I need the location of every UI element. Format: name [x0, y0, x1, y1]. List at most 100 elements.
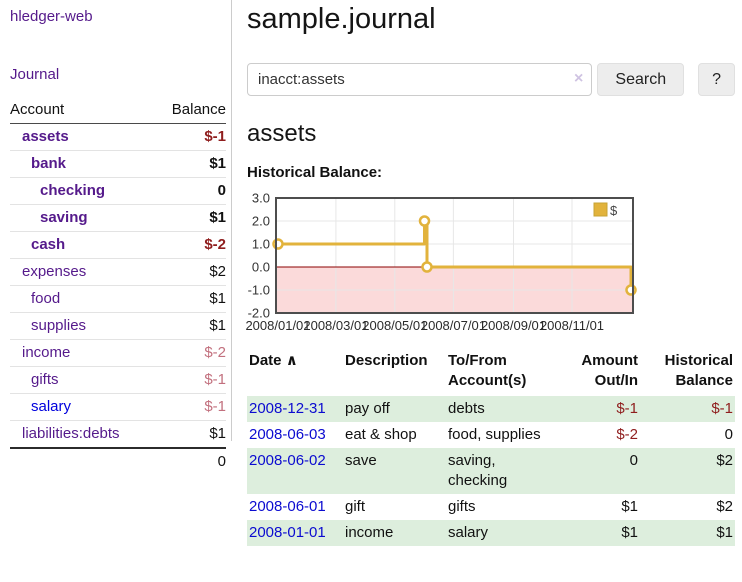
- account-link-assets[interactable]: assets: [22, 128, 69, 145]
- sidebar: hledger-web Journal Account Balance asse…: [0, 0, 232, 475]
- register-header-tofrom: To/From Account(s): [446, 349, 554, 396]
- transaction-date-link[interactable]: 2008-01-01: [249, 524, 326, 541]
- account-row-liabilities-debts: liabilities:debts $1: [10, 420, 226, 448]
- account-link-checking[interactable]: checking: [40, 182, 106, 199]
- account-link-saving[interactable]: saving: [40, 209, 88, 226]
- account-balance: $-1: [154, 366, 226, 394]
- account-row-saving: saving $1: [10, 204, 226, 232]
- account-balance: $-2: [154, 231, 226, 259]
- transaction-tofrom: debts: [446, 396, 554, 422]
- transaction-balance: $1: [640, 520, 735, 546]
- svg-text:2008/05/01: 2008/05/01: [362, 318, 427, 333]
- account-link-food[interactable]: food: [31, 290, 61, 307]
- transaction-row: 2008-12-31 pay off debts $-1 $-1: [247, 396, 735, 422]
- transaction-amount: 0: [554, 448, 640, 494]
- tofrom-header-line2: Account(s): [448, 372, 527, 389]
- svg-text:3.0: 3.0: [252, 191, 270, 206]
- account-link-expenses[interactable]: expenses: [22, 263, 87, 280]
- svg-text:$: $: [610, 203, 618, 218]
- account-balance: $2: [154, 258, 226, 286]
- transaction-date-link[interactable]: 2008-06-02: [249, 452, 326, 469]
- tofrom-header-line1: To/From: [448, 352, 507, 369]
- svg-text:-2.0: -2.0: [248, 306, 270, 321]
- historical-balance-chart: $3.0 2.0 1.0 0.0 -1.0 -2.02008/01/012008/03/0…: [245, 191, 637, 333]
- account-link-supplies[interactable]: supplies: [31, 317, 87, 334]
- account-row-supplies: supplies $1: [10, 312, 226, 340]
- account-balance: $1: [154, 204, 226, 232]
- account-link-income[interactable]: income: [22, 344, 71, 361]
- account-link-bank[interactable]: bank: [31, 155, 67, 172]
- register-header-amount: Amount Out/In: [554, 349, 640, 396]
- register-header-description: Description: [345, 352, 428, 369]
- balance-header-line1: Historical: [664, 352, 733, 369]
- app-title-link[interactable]: hledger-web: [10, 8, 93, 25]
- accounts-table: Account Balance assets $-1 bank $1 check…: [10, 98, 226, 475]
- svg-text:2008/03/01: 2008/03/01: [303, 318, 368, 333]
- account-link-salary[interactable]: salary: [31, 398, 72, 415]
- transaction-date-link[interactable]: 2008-06-03: [249, 426, 326, 443]
- transaction-description: gift: [345, 498, 366, 515]
- account-row-checking: checking 0: [10, 177, 226, 205]
- sort-ascending-icon: ∧: [285, 352, 298, 369]
- account-balance: $1: [154, 420, 226, 448]
- account-link-cash[interactable]: cash: [31, 236, 66, 253]
- account-balance: $1: [154, 150, 226, 178]
- search-box: ×: [247, 63, 593, 96]
- accounts-header-balance: Balance: [154, 98, 226, 124]
- amount-header-line2: Out/In: [594, 372, 638, 389]
- svg-text:2008/09/01: 2008/09/01: [481, 318, 546, 333]
- transaction-balance: $-1: [640, 396, 735, 422]
- date-header-label: Date: [249, 352, 282, 369]
- transaction-row: 2008-06-01 gift gifts $1 $2: [247, 494, 735, 520]
- transaction-row: 2008-06-03 eat & shop food, supplies $-2…: [247, 422, 735, 448]
- transaction-tofrom: saving, checking: [446, 448, 554, 494]
- help-button[interactable]: ?: [698, 63, 735, 96]
- account-link-liabilities-debts[interactable]: liabilities:debts: [22, 425, 120, 442]
- accounts-total-value: 0: [154, 447, 226, 475]
- account-row-bank: bank $1: [10, 150, 226, 178]
- accounts-header-account: Account: [10, 98, 155, 124]
- register-table: Date ∧ Description To/From Account(s) Am…: [247, 349, 735, 546]
- account-heading: assets: [247, 120, 317, 147]
- transaction-amount: $-2: [616, 426, 638, 443]
- balance-header-line2: Balance: [675, 372, 733, 389]
- amount-header-line1: Amount: [581, 352, 638, 369]
- account-row-expenses: expenses $2: [10, 258, 226, 286]
- account-balance: $1: [154, 312, 226, 340]
- transaction-balance: 0: [724, 426, 733, 443]
- svg-text:2.0: 2.0: [252, 214, 270, 229]
- transaction-balance: $2: [716, 498, 733, 515]
- svg-text:2008/11/01: 2008/11/01: [540, 318, 604, 333]
- transaction-date-link[interactable]: 2008-12-31: [249, 400, 326, 417]
- transaction-description: income: [343, 520, 446, 546]
- transaction-tofrom: gifts: [448, 498, 476, 515]
- account-link-gifts[interactable]: gifts: [31, 371, 59, 388]
- transaction-row: 2008-06-02 save saving, checking 0 $2: [247, 448, 735, 494]
- account-balance: $1: [154, 285, 226, 313]
- transaction-amount: $1: [554, 520, 640, 546]
- transaction-description: save: [343, 448, 446, 494]
- account-balance: $-1: [154, 393, 226, 421]
- clear-search-icon[interactable]: ×: [574, 70, 584, 87]
- transaction-row: 2008-01-01 income salary $1 $1: [247, 520, 735, 546]
- accounts-table-header: Account Balance: [10, 98, 226, 124]
- register-header-balance: Historical Balance: [640, 349, 735, 396]
- account-row-income: income $-2: [10, 339, 226, 367]
- transaction-balance: $2: [640, 448, 735, 494]
- register-header-date[interactable]: Date ∧: [247, 349, 343, 396]
- page-title: sample.journal: [247, 3, 436, 35]
- transaction-amount: $1: [621, 498, 638, 515]
- svg-text:2008/07/01: 2008/07/01: [421, 318, 486, 333]
- account-row-cash: cash $-2: [10, 231, 226, 259]
- transaction-tofrom: food, supplies: [448, 426, 541, 443]
- sidebar-item-journal[interactable]: Journal: [10, 66, 60, 83]
- transaction-description: eat & shop: [345, 426, 417, 443]
- search-button[interactable]: Search: [597, 63, 685, 96]
- svg-text:-1.0: -1.0: [248, 283, 270, 298]
- svg-text:0.0: 0.0: [252, 260, 270, 275]
- main-content: sample.journal × Search ? assets Histori…: [233, 0, 742, 582]
- transaction-date-link[interactable]: 2008-06-01: [249, 498, 326, 515]
- search-input[interactable]: [247, 63, 593, 96]
- svg-text:1.0: 1.0: [252, 237, 270, 252]
